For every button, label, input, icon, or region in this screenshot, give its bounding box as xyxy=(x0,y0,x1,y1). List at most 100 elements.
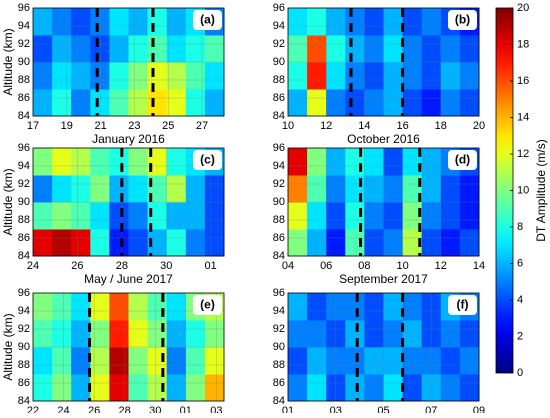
heat-cell xyxy=(128,148,149,176)
y-tick-label: 88 xyxy=(18,74,30,86)
heat-cell xyxy=(147,89,168,117)
heat-cell xyxy=(421,35,442,63)
y-tick-label: 94 xyxy=(273,20,285,32)
heat-cell xyxy=(128,175,149,203)
y-tick-label: 88 xyxy=(273,74,285,86)
heat-cell xyxy=(33,229,53,257)
heat-cell xyxy=(459,175,480,203)
heat-cell xyxy=(307,320,327,348)
heat-cell xyxy=(307,89,327,117)
y-tick-label: 88 xyxy=(273,214,285,226)
heat-cell xyxy=(128,35,149,63)
heat-cell xyxy=(288,62,308,90)
heat-cell xyxy=(52,175,72,203)
x-axis-title: May / June 2017 xyxy=(84,272,173,286)
heat-cell xyxy=(307,229,327,257)
heat-cell xyxy=(166,62,187,90)
heat-cell xyxy=(52,62,72,90)
heat-cell xyxy=(90,202,110,230)
heat-cell xyxy=(345,35,365,63)
heat-cell xyxy=(71,293,91,321)
heat-cell xyxy=(288,229,308,257)
heat-cell xyxy=(52,8,72,36)
heat-cell xyxy=(421,175,442,203)
heat-cell xyxy=(128,347,149,375)
heat-cell xyxy=(109,175,129,203)
heat-cell xyxy=(421,8,442,36)
heat-cell xyxy=(128,320,149,348)
heat-cell xyxy=(204,347,225,375)
heat-cell xyxy=(345,347,365,375)
heat-cell xyxy=(326,148,346,176)
heat-cell xyxy=(364,347,384,375)
heat-cell xyxy=(147,229,168,257)
x-tick-label: 03 xyxy=(330,405,342,413)
y-axis-title: Altitude (km) xyxy=(1,28,15,95)
y-tick-label: 90 xyxy=(273,196,285,208)
heat-cell xyxy=(364,35,384,63)
heat-cell xyxy=(364,175,384,203)
heat-cell xyxy=(364,320,384,348)
heat-cell xyxy=(52,347,72,375)
heat-cell xyxy=(166,202,187,230)
x-tick-label: 17 xyxy=(27,120,39,132)
heat-cell xyxy=(33,89,53,117)
x-tick-label: 07 xyxy=(425,405,437,413)
y-axis-title: Altitude (km) xyxy=(1,168,15,235)
heat-cell xyxy=(402,347,423,375)
heat-cell xyxy=(166,35,187,63)
heat-cell xyxy=(383,320,404,348)
heat-cell xyxy=(307,293,327,321)
heat-cell xyxy=(364,148,384,176)
heat-cell xyxy=(147,35,168,63)
y-tick-label: 84 xyxy=(18,250,30,262)
colorbar-tick-label: 20 xyxy=(517,2,529,14)
heat-cell xyxy=(383,89,404,117)
y-tick-label: 88 xyxy=(18,214,30,226)
heat-cell xyxy=(459,320,480,348)
x-tick-label: 16 xyxy=(396,120,408,132)
x-tick-label: 14 xyxy=(358,120,370,132)
heat-cell xyxy=(33,35,53,63)
heat-cell xyxy=(185,347,206,375)
x-tick-label: 20 xyxy=(473,120,485,132)
colorbar-tick-label: 4 xyxy=(517,294,523,306)
heat-cell xyxy=(307,8,327,36)
heat-cell xyxy=(71,8,91,36)
heat-cell xyxy=(90,8,110,36)
heat-cell xyxy=(402,89,423,117)
heat-cell xyxy=(128,229,149,257)
colorbar-tick-label: 0 xyxy=(517,367,523,379)
heat-cell xyxy=(440,229,461,257)
heat-cell xyxy=(33,320,53,348)
heat-cell xyxy=(128,8,149,36)
plot-frame xyxy=(287,7,480,117)
colorbar-tick-label: 12 xyxy=(517,148,529,160)
y-tick-label: 84 xyxy=(18,110,30,122)
heat-cell xyxy=(90,320,110,348)
x-axis-title: January 2016 xyxy=(92,132,165,146)
heat-cell xyxy=(33,148,53,176)
heat-cell xyxy=(326,89,346,117)
heat-cell xyxy=(185,175,206,203)
x-tick-label: 25 xyxy=(162,120,174,132)
x-axis-title: October 2016 xyxy=(347,132,420,146)
heat-cell xyxy=(345,293,365,321)
heat-cell xyxy=(204,89,225,117)
heat-cell xyxy=(288,8,308,36)
y-tick-label: 94 xyxy=(18,305,30,317)
y-tick-label: 90 xyxy=(18,341,30,353)
colorbar-tick-label: 2 xyxy=(517,330,523,342)
heat-cell xyxy=(204,35,225,63)
heat-cell xyxy=(204,62,225,90)
heat-cell xyxy=(90,229,110,257)
y-tick-label: 90 xyxy=(273,56,285,68)
y-tick-label: 84 xyxy=(273,395,285,407)
heat-cell xyxy=(71,89,91,117)
heat-cell xyxy=(402,374,423,402)
heat-cell xyxy=(440,35,461,63)
panel-label-box xyxy=(448,150,477,170)
heat-cell xyxy=(109,35,129,63)
heat-cell xyxy=(90,148,110,176)
heat-cell xyxy=(90,89,110,117)
